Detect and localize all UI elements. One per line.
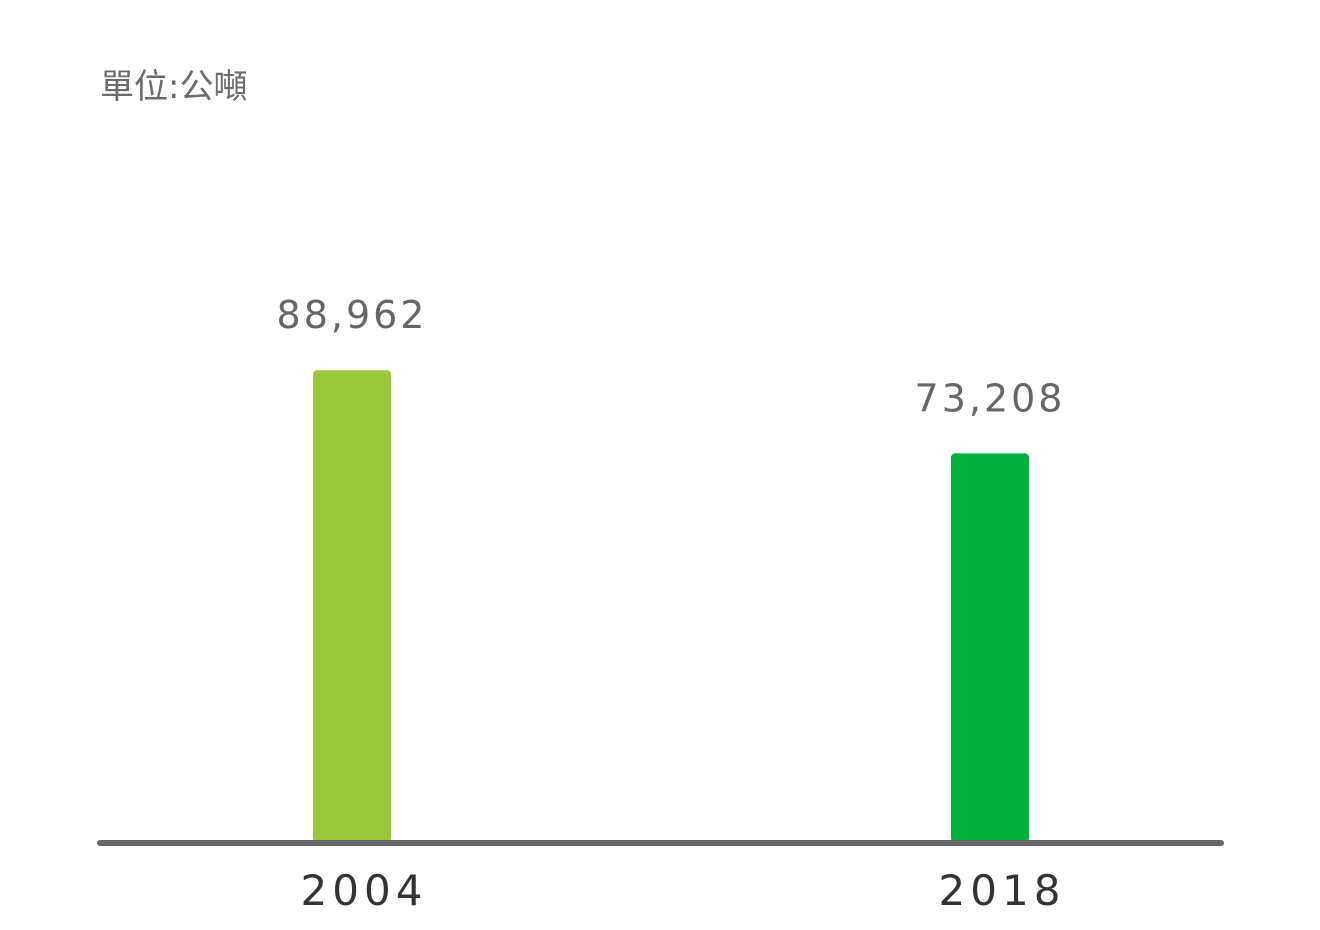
bar-2004 [313, 370, 391, 842]
bars-group: 88,962 2004 73,208 2018 [277, 293, 1066, 915]
bar-2018 [951, 453, 1029, 842]
category-label-2018: 2018 [939, 866, 1066, 915]
category-label-2004: 2004 [301, 866, 428, 915]
value-label-2004: 88,962 [277, 293, 428, 337]
value-label-2018: 73,208 [915, 376, 1066, 420]
unit-label: 單位:公噸 [100, 67, 247, 107]
